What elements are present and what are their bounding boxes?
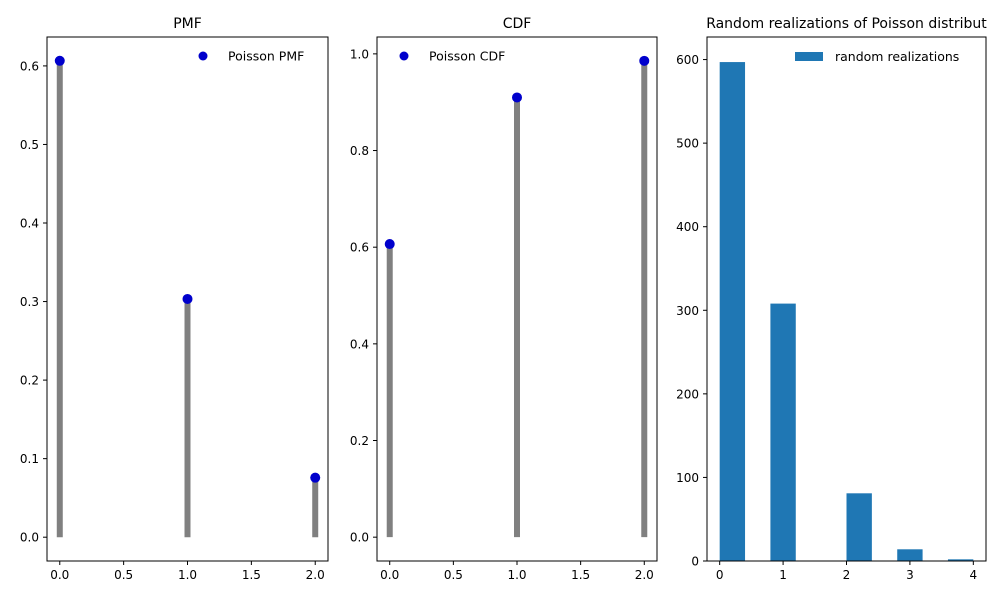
- x-tick-label: 3: [906, 568, 914, 582]
- y-tick-label: 0.2: [20, 374, 39, 388]
- y-tick-label: 600: [676, 53, 699, 67]
- x-tick-label: 1.0: [178, 568, 197, 582]
- legend: Poisson PMF: [198, 49, 304, 64]
- chart-title: PMF: [173, 16, 202, 32]
- x-tick-label: 0: [716, 568, 724, 582]
- chart-title: CDF: [503, 16, 532, 32]
- legend-label: Poisson CDF: [429, 49, 505, 64]
- data-point: [310, 472, 321, 483]
- legend: random realizations: [795, 49, 959, 64]
- y-tick-label: 100: [676, 471, 699, 485]
- legend-swatch: [795, 52, 823, 61]
- chart-title: Random realizations of Poisson distribut: [706, 16, 987, 32]
- x-tick-label: 2: [843, 568, 851, 582]
- x-tick-label: 0.0: [50, 568, 69, 582]
- chart-panel-2: CDF 0.0 0.5 1.0 1.5 2.0 0.0 0.2 0.4 0.6 0.8 1.0 Pois…: [350, 16, 658, 582]
- legend-marker: [399, 51, 409, 61]
- y-tick-label: 0.6: [20, 59, 39, 73]
- x-tick-label: 0.0: [380, 568, 399, 582]
- data-point: [639, 55, 650, 66]
- histogram-bar: [846, 493, 872, 561]
- y-tick-label: 300: [676, 304, 699, 318]
- y-tick-label: 0.4: [350, 337, 369, 351]
- x-tick-label: 4: [969, 568, 977, 582]
- x-tick-label: 1.5: [571, 568, 590, 582]
- y-tick-label: 0.3: [20, 295, 39, 309]
- histogram-bar: [770, 303, 796, 561]
- data-point: [182, 293, 193, 304]
- data-point: [54, 55, 65, 66]
- y-tick-label: 400: [676, 220, 699, 234]
- chart-panel-1: PMF 0.0 0.5 1.0 1.5 2.0 0.0 0.1 0.2 0.3 0.4 0.5 0.6 P…: [20, 16, 329, 582]
- y-tick-label: 500: [676, 137, 699, 151]
- y-tick-label: 0.0: [20, 531, 39, 545]
- x-tick-label: 0.5: [114, 568, 133, 582]
- data-point: [512, 92, 522, 103]
- legend-marker: [198, 51, 208, 61]
- y-tick-label: 200: [676, 387, 699, 401]
- x-tick-label: 2.0: [635, 568, 654, 582]
- y-tick-label: 0.0: [350, 531, 369, 545]
- histogram-bar: [897, 549, 923, 561]
- y-tick-label: 0.5: [20, 138, 39, 152]
- y-tick-label: 0.6: [350, 241, 369, 255]
- x-tick-label: 1.0: [507, 568, 526, 582]
- y-tick-label: 0.1: [20, 452, 39, 466]
- legend: Poisson CDF: [399, 49, 505, 64]
- legend-label: Poisson PMF: [228, 49, 304, 64]
- y-tick-label: 0: [691, 555, 699, 569]
- y-tick-label: 1.0: [350, 47, 369, 61]
- legend-label: random realizations: [835, 49, 959, 64]
- x-tick-label: 0.5: [444, 568, 463, 582]
- y-tick-label: 0.4: [20, 217, 39, 231]
- chart-panel-3: Random realizations of Poisson distribut…: [676, 16, 987, 582]
- histogram-bar: [947, 559, 974, 561]
- x-tick-label: 1: [779, 568, 787, 582]
- x-tick-label: 1.5: [242, 568, 261, 582]
- y-tick-label: 0.2: [350, 434, 369, 448]
- y-tick-label: 0.8: [350, 144, 369, 158]
- histogram-bar: [719, 62, 746, 561]
- x-tick-label: 2.0: [306, 568, 325, 582]
- data-point: [384, 239, 395, 250]
